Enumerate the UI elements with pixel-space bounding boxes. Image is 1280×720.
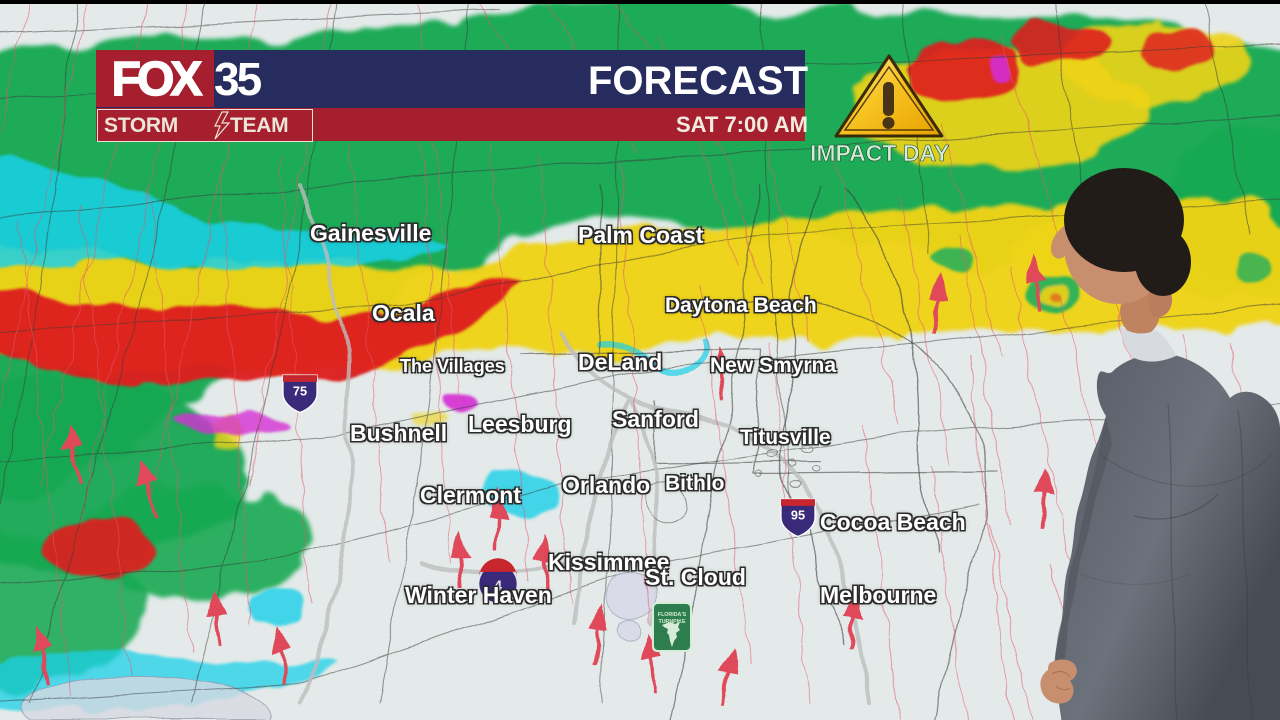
svg-text:95: 95 [791,508,805,523]
svg-text:IMPACT DAY: IMPACT DAY [810,140,949,166]
svg-text:FORECAST: FORECAST [588,59,808,103]
svg-text:75: 75 [293,384,307,399]
svg-text:SAT 7:00 AM: SAT 7:00 AM [676,112,808,137]
svg-text:FLORIDA'S: FLORIDA'S [658,612,687,618]
svg-text:STORM: STORM [104,114,178,137]
svg-text:TEAM: TEAM [230,114,288,137]
svg-text:FOX: FOX [112,53,203,106]
svg-text:35: 35 [214,53,262,105]
